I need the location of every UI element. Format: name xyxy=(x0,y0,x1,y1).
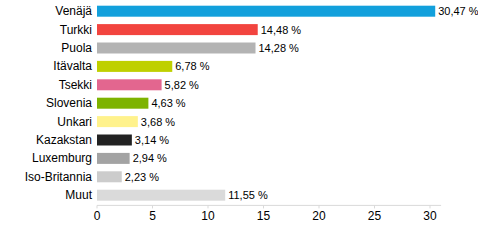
x-tick xyxy=(319,205,320,208)
bar xyxy=(97,24,258,35)
x-tick-label: 30 xyxy=(423,209,437,223)
bar xyxy=(97,135,132,146)
bar xyxy=(97,190,225,201)
data-label: 2,23 % xyxy=(125,171,159,183)
x-tick-label: 5 xyxy=(149,209,156,223)
category-label: Iso-Britannia xyxy=(25,170,93,184)
data-label: 11,55 % xyxy=(228,189,268,201)
data-label: 30,47 % xyxy=(438,5,478,17)
data-label: 14,28 % xyxy=(259,42,300,54)
bar xyxy=(97,79,162,90)
category-label: Turkki xyxy=(60,23,92,37)
x-tick xyxy=(263,205,264,208)
bar xyxy=(97,171,122,182)
x-tick xyxy=(374,205,375,208)
category-label: Slovenia xyxy=(46,96,92,110)
x-tick xyxy=(152,205,153,208)
data-label: 14,48 % xyxy=(261,24,302,36)
category-label: Tsekki xyxy=(59,78,92,92)
data-label: 5,82 % xyxy=(165,79,199,91)
data-label: 3,14 % xyxy=(135,134,169,146)
bar xyxy=(97,98,148,109)
chart-svg: Venäjä 30,47 % Turkki 14,48 % Puola 14,28 % It… xyxy=(0,0,478,237)
x-tick xyxy=(97,205,98,208)
category-label: Unkari xyxy=(57,115,92,129)
data-label: 2,94 % xyxy=(133,152,167,164)
data-label: 3,68 % xyxy=(141,116,175,128)
bar xyxy=(97,43,256,54)
category-label: Muut xyxy=(65,188,92,202)
x-tick-label: 10 xyxy=(201,209,215,223)
x-tick-label: 20 xyxy=(312,209,326,223)
x-tick-label: 15 xyxy=(257,209,271,223)
category-label: Puola xyxy=(61,41,92,55)
category-label: Luxemburg xyxy=(32,151,92,165)
bar xyxy=(97,6,435,17)
data-label: 4,63 % xyxy=(151,97,185,109)
bar xyxy=(97,61,172,72)
category-label: Venäjä xyxy=(55,4,92,18)
bars xyxy=(97,6,435,201)
category-label: Kazakstan xyxy=(36,133,92,147)
x-tick xyxy=(430,205,431,208)
bar xyxy=(97,116,138,127)
x-axis-line xyxy=(97,205,441,206)
bar xyxy=(97,153,130,164)
chart: Venäjä 30,47 % Turkki 14,48 % Puola 14,28 % It… xyxy=(0,0,478,237)
data-label: 6,78 % xyxy=(175,60,209,72)
category-label: Itävalta xyxy=(53,59,92,73)
x-tick xyxy=(208,205,209,208)
x-tick-label: 25 xyxy=(368,209,382,223)
x-tick-label: 0 xyxy=(94,209,101,223)
